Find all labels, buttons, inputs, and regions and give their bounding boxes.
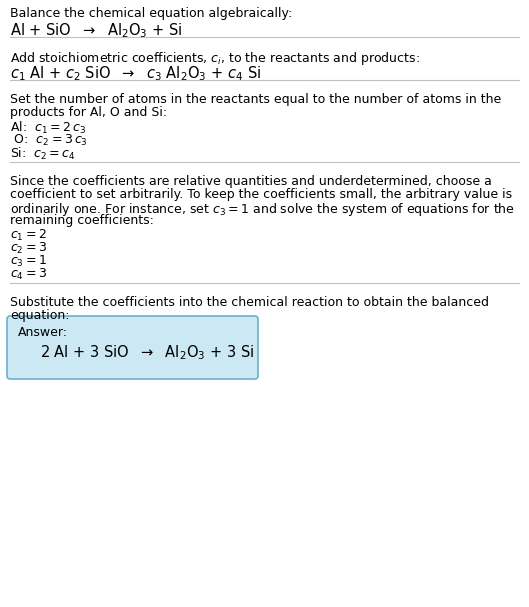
FancyBboxPatch shape <box>7 316 258 379</box>
Text: $c_1 = 2$: $c_1 = 2$ <box>10 228 47 243</box>
Text: Answer:: Answer: <box>18 326 68 339</box>
Text: Al:  $c_1 = 2\,c_3$: Al: $c_1 = 2\,c_3$ <box>10 120 86 136</box>
Text: 2 Al + 3 SiO  $\rightarrow$  Al$_2$O$_3$ + 3 Si: 2 Al + 3 SiO $\rightarrow$ Al$_2$O$_3$ +… <box>40 343 254 362</box>
Text: Si:  $c_2 = c_4$: Si: $c_2 = c_4$ <box>10 146 76 162</box>
Text: Substitute the coefficients into the chemical reaction to obtain the balanced: Substitute the coefficients into the che… <box>10 296 489 309</box>
Text: $c_1$ Al + $c_2$ SiO  $\rightarrow$  $c_3$ Al$_2$O$_3$ + $c_4$ Si: $c_1$ Al + $c_2$ SiO $\rightarrow$ $c_3$… <box>10 64 261 83</box>
Text: Al + SiO  $\rightarrow$  Al$_2$O$_3$ + Si: Al + SiO $\rightarrow$ Al$_2$O$_3$ + Si <box>10 21 183 39</box>
Text: $c_2 = 3$: $c_2 = 3$ <box>10 241 47 256</box>
Text: equation:: equation: <box>10 309 69 322</box>
Text: Add stoichiometric coefficients, $c_i$, to the reactants and products:: Add stoichiometric coefficients, $c_i$, … <box>10 50 420 67</box>
Text: $c_4 = 3$: $c_4 = 3$ <box>10 267 47 282</box>
Text: Since the coefficients are relative quantities and underdetermined, choose a: Since the coefficients are relative quan… <box>10 175 492 188</box>
Text: products for Al, O and Si:: products for Al, O and Si: <box>10 106 167 119</box>
Text: ordinarily one. For instance, set $c_3 = 1$ and solve the system of equations fo: ordinarily one. For instance, set $c_3 =… <box>10 201 515 218</box>
Text: coefficient to set arbitrarily. To keep the coefficients small, the arbitrary va: coefficient to set arbitrarily. To keep … <box>10 188 512 201</box>
Text: Set the number of atoms in the reactants equal to the number of atoms in the: Set the number of atoms in the reactants… <box>10 93 501 106</box>
Text: $c_3 = 1$: $c_3 = 1$ <box>10 254 47 269</box>
Text: remaining coefficients:: remaining coefficients: <box>10 214 154 227</box>
Text: O:  $c_2 = 3\,c_3$: O: $c_2 = 3\,c_3$ <box>10 133 88 148</box>
Text: Balance the chemical equation algebraically:: Balance the chemical equation algebraica… <box>10 7 292 20</box>
